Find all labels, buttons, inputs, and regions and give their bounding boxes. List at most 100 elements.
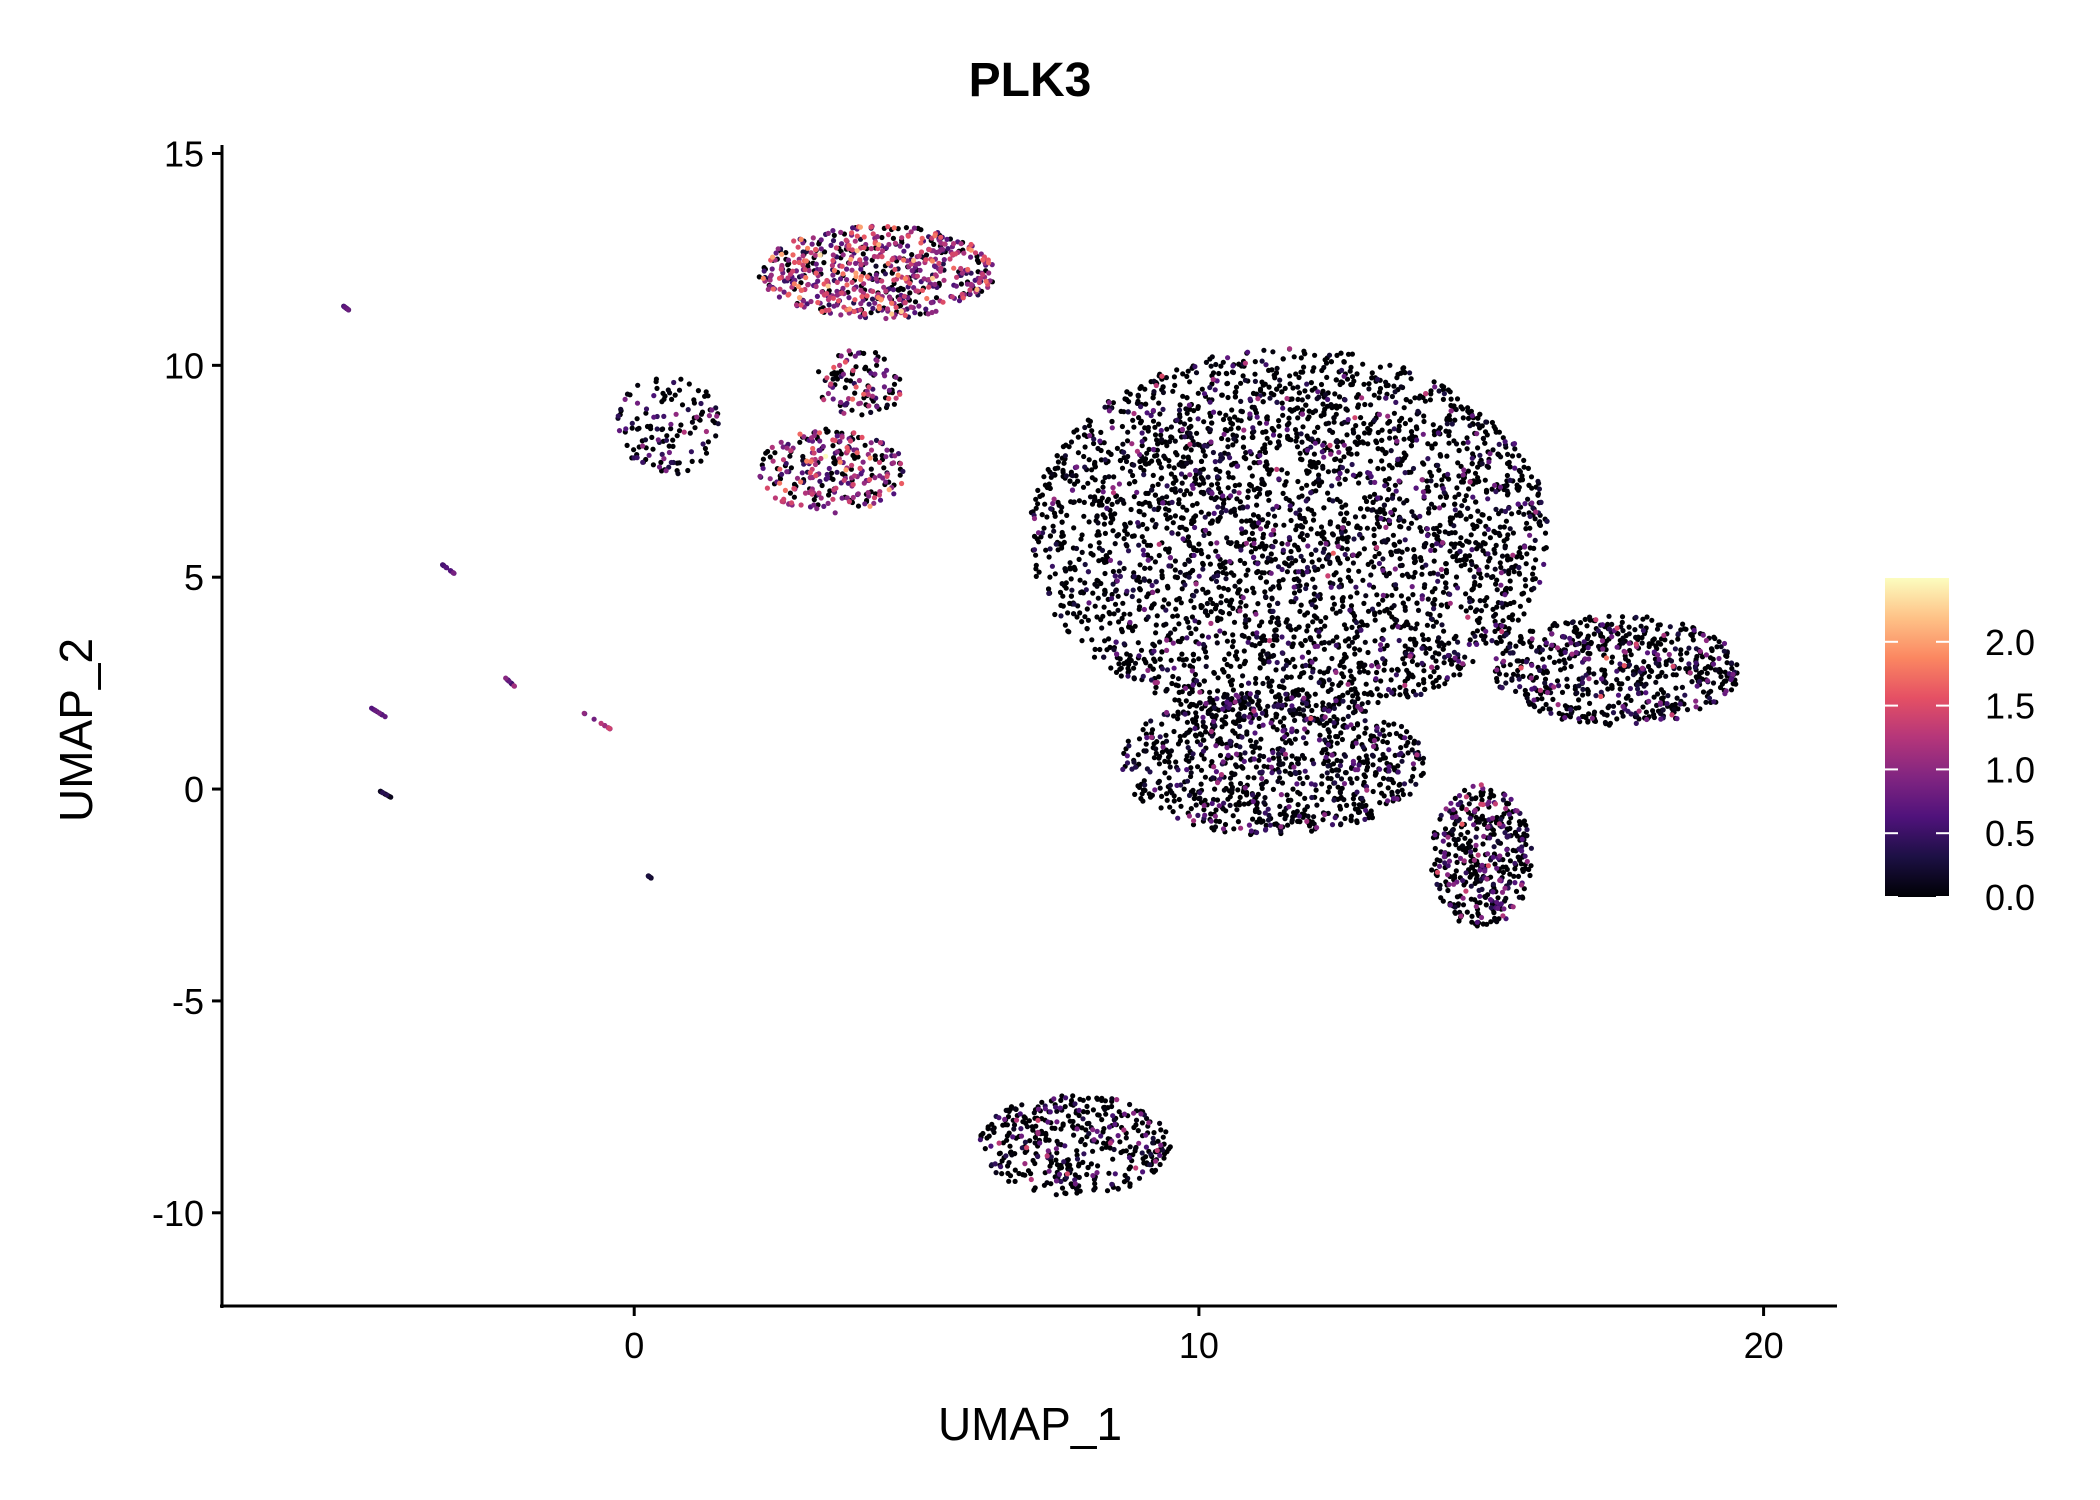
cell-point <box>1304 628 1310 634</box>
cell-point <box>1098 580 1104 587</box>
cell-point <box>1389 592 1395 598</box>
cell-point <box>1103 553 1109 559</box>
cell-point <box>1214 640 1220 646</box>
cell-point <box>1191 795 1197 802</box>
cell-point <box>1110 568 1116 575</box>
cell-point <box>1360 622 1366 628</box>
cell-point <box>1163 546 1169 552</box>
cell-point <box>1098 457 1104 463</box>
cell-point <box>1160 389 1166 396</box>
cell-point <box>1321 364 1327 371</box>
cell-point <box>1300 572 1306 578</box>
cell-point <box>1443 585 1449 591</box>
cell-point <box>1147 503 1153 509</box>
cell-point <box>1115 593 1121 599</box>
cell-point <box>1673 685 1679 691</box>
cell-point <box>1412 626 1418 632</box>
cell-point <box>1290 385 1296 391</box>
cell-point <box>1031 1110 1037 1116</box>
cell-point <box>1402 607 1408 613</box>
cell-point <box>698 458 704 464</box>
cell-point <box>958 281 965 287</box>
cell-point <box>1299 687 1306 693</box>
cell-point <box>1407 734 1413 741</box>
cell-point <box>1339 545 1345 552</box>
cell-point <box>1564 684 1571 690</box>
cell-point <box>1354 590 1360 596</box>
cell-point <box>1327 559 1333 565</box>
cell-point <box>1387 362 1393 368</box>
cell-point <box>1053 1192 1059 1198</box>
cell-point <box>1469 587 1475 593</box>
cell-point <box>1124 389 1130 395</box>
cell-point <box>1190 719 1197 725</box>
cell-point <box>1403 397 1409 403</box>
cell-point <box>1272 633 1278 639</box>
cell-point <box>1347 668 1353 674</box>
cell-point <box>1296 692 1302 698</box>
cell-point <box>1480 435 1486 442</box>
cell-point <box>1389 465 1395 471</box>
cell-point <box>1082 580 1088 586</box>
cell-point <box>1328 359 1334 365</box>
cell-point <box>1234 496 1240 502</box>
cell-point <box>1200 477 1206 483</box>
cell-point <box>1398 370 1404 376</box>
cell-point <box>1468 513 1474 520</box>
cell-point <box>1207 561 1213 567</box>
cell-point <box>1067 566 1073 572</box>
cell-point <box>1447 548 1453 554</box>
cell-point <box>1470 451 1476 457</box>
cell-point <box>1653 679 1659 685</box>
cell-point <box>903 225 910 231</box>
cell-point <box>1473 499 1479 505</box>
cell-point <box>1325 727 1331 733</box>
cell-point <box>1580 647 1586 654</box>
cell-point <box>1149 730 1155 737</box>
cell-point <box>1523 561 1529 567</box>
cell-point <box>830 376 836 382</box>
cell-point <box>1469 864 1475 870</box>
cell-point <box>1107 620 1113 626</box>
cell-point <box>1372 638 1378 644</box>
cell-point <box>1368 572 1374 578</box>
cell-point <box>1586 666 1592 672</box>
cell-point <box>1441 660 1447 666</box>
cell-point <box>1128 506 1134 513</box>
cell-point <box>1407 417 1413 423</box>
cell-point <box>1060 467 1066 473</box>
cell-point <box>1234 807 1240 813</box>
cell-point <box>1348 594 1354 600</box>
cell-point <box>1061 539 1067 546</box>
cell-point <box>1141 778 1147 784</box>
cell-point <box>676 460 682 466</box>
cell-point <box>1431 558 1437 564</box>
cell-point <box>624 391 631 397</box>
cell-point <box>1228 540 1234 546</box>
cell-point <box>1268 467 1274 473</box>
cell-point <box>1384 739 1390 746</box>
cell-point <box>1062 622 1068 628</box>
cell-point <box>1484 463 1490 469</box>
cell-point <box>1305 416 1311 422</box>
cell-point <box>1361 546 1367 552</box>
cell-point <box>1032 1140 1038 1146</box>
cell-point <box>1283 619 1289 625</box>
cell-point <box>1710 680 1717 686</box>
cell-point <box>1451 544 1457 550</box>
cell-point <box>1358 506 1364 512</box>
cell-point <box>772 450 778 456</box>
cell-point <box>982 1146 988 1152</box>
cell-point <box>1163 512 1169 518</box>
cell-point <box>1295 396 1301 402</box>
cell-point <box>1108 665 1114 671</box>
cell-point <box>1094 614 1100 620</box>
cell-point <box>1150 472 1156 478</box>
cell-point <box>1121 409 1127 415</box>
cell-point <box>1081 432 1087 438</box>
cell-point <box>1104 498 1110 504</box>
cell-point <box>1376 692 1382 698</box>
cell-point <box>1302 388 1308 394</box>
cell-point <box>1226 474 1232 480</box>
cell-point <box>1355 404 1361 410</box>
